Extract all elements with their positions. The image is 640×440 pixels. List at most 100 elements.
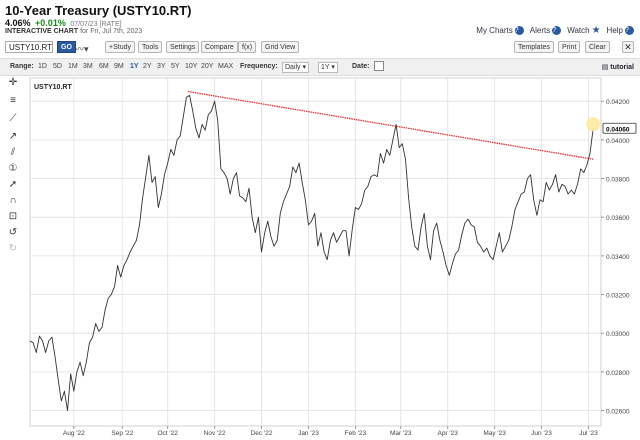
page-title: 10-Year Treasury (USTY10.RT) bbox=[5, 3, 192, 18]
x-tick-label: May '23 bbox=[483, 430, 506, 437]
help-link[interactable]: Help? bbox=[607, 25, 634, 36]
y-tick-label: 0.03000 bbox=[606, 331, 630, 338]
frequency-label: Frequency: bbox=[240, 63, 278, 70]
range-option-10y[interactable]: 10Y bbox=[185, 63, 198, 70]
help-circle-icon: ? bbox=[625, 26, 634, 35]
last-value-label: 0.04060 bbox=[606, 126, 630, 133]
x-tick-label: Aug '22 bbox=[63, 430, 85, 437]
magnet-icon[interactable]: ∩ bbox=[9, 195, 17, 206]
trendline bbox=[187, 90, 594, 160]
compare-button[interactable]: Compare bbox=[201, 41, 238, 53]
tutorial-label: tutorial bbox=[610, 64, 634, 71]
x-tick-label: Oct '22 bbox=[157, 430, 178, 437]
y-tick-label: 0.02800 bbox=[606, 370, 630, 377]
subtitle-date: for Fri, Jul 7th, 2023 bbox=[80, 28, 143, 35]
chart-type-icon[interactable]: 〰▾ bbox=[75, 44, 89, 54]
last-value-box bbox=[602, 122, 637, 134]
chart-toolbar: USTY10.RT GO 〰▾ +Study Tools Settings Co… bbox=[5, 41, 634, 55]
series-label: USTY10.RT bbox=[34, 84, 72, 91]
channel-tool-icon[interactable]: ⫽ bbox=[10, 147, 16, 158]
x-tick-label: Sep '22 bbox=[111, 430, 133, 437]
range-option-max[interactable]: MAX bbox=[218, 63, 234, 70]
delete-icon[interactable]: ⊡ bbox=[8, 211, 18, 222]
add-study-button[interactable]: +Study bbox=[105, 41, 135, 53]
tutorial-link[interactable]: ▤ tutorial bbox=[602, 63, 634, 71]
y-tick-label: 0.04000 bbox=[606, 138, 630, 145]
top-links: My Charts? Alerts? Watch ★ Help? bbox=[476, 25, 634, 36]
last-price: 4.06% bbox=[5, 18, 31, 28]
ray-tool-icon[interactable]: ↗ bbox=[8, 131, 18, 142]
last-value-marker bbox=[586, 117, 601, 132]
tools-button[interactable]: Tools bbox=[138, 41, 163, 53]
range-option-5y[interactable]: 5Y bbox=[171, 63, 180, 70]
watch-link[interactable]: Watch ★ bbox=[567, 25, 600, 36]
period-select[interactable]: 1Y ▾ bbox=[318, 62, 338, 73]
range-option-20y[interactable]: 20Y bbox=[201, 63, 214, 70]
watch-label: Watch bbox=[567, 26, 590, 35]
x-tick-label: Jan '23 bbox=[298, 430, 319, 437]
range-label: Range: bbox=[10, 63, 34, 70]
print-button[interactable]: Print bbox=[558, 41, 581, 53]
range-option-1m[interactable]: 1M bbox=[68, 63, 78, 70]
go-button[interactable]: GO bbox=[57, 41, 76, 53]
frequency-value: Daily bbox=[285, 64, 301, 71]
range-bar: Range: 1D 5D 1M 3M 6M 9M 1Y 2Y 3Y 5Y 10Y 20Y MAX Fre… bbox=[0, 58, 640, 76]
my-charts-link[interactable]: My Charts? bbox=[476, 25, 524, 36]
text-note-icon[interactable]: ① bbox=[8, 163, 18, 174]
x-tick-label: Jun '23 bbox=[531, 430, 552, 437]
symbol-input[interactable]: USTY10.RT bbox=[5, 41, 53, 53]
calendar-icon[interactable] bbox=[374, 61, 384, 71]
range-option-5d[interactable]: 5D bbox=[53, 63, 62, 70]
frequency-select[interactable]: Daily ▾ bbox=[282, 62, 310, 73]
x-tick-label: Dec '22 bbox=[251, 430, 273, 437]
templates-button[interactable]: Templates bbox=[514, 41, 554, 53]
settings-button[interactable]: Settings bbox=[166, 41, 200, 53]
grid-view-button[interactable]: Grid View bbox=[261, 41, 300, 53]
range-option-2y[interactable]: 2Y bbox=[143, 63, 152, 70]
quote-meta: 07/07/23 [RATE] bbox=[70, 21, 122, 28]
y-tick-label: 0.03200 bbox=[606, 293, 630, 300]
range-option-1d[interactable]: 1D bbox=[38, 63, 47, 70]
plot-area bbox=[29, 77, 602, 427]
y-tick-label: 0.02600 bbox=[606, 409, 630, 416]
y-tick-label: 0.03400 bbox=[606, 254, 630, 261]
close-icon[interactable]: ✕ bbox=[622, 41, 634, 53]
trendline-tool-icon[interactable]: ⟋ bbox=[9, 113, 17, 124]
alerts-label: Alerts bbox=[529, 26, 551, 35]
subtitle-strong: INTERACTIVE CHART bbox=[5, 28, 79, 35]
x-tick-label: Nov '22 bbox=[204, 430, 226, 437]
x-tick-label: Mar '23 bbox=[390, 430, 412, 437]
help-label: Help bbox=[606, 26, 623, 35]
fibonacci-icon[interactable]: ≡ bbox=[10, 95, 16, 106]
range-option-3y[interactable]: 3Y bbox=[157, 63, 166, 70]
alerts-link[interactable]: Alerts? bbox=[529, 25, 562, 36]
my-charts-label: My Charts bbox=[476, 26, 513, 35]
arrow-tool-icon[interactable]: ➚ bbox=[8, 179, 18, 190]
range-option-3m[interactable]: 3M bbox=[83, 63, 93, 70]
range-option-1y[interactable]: 1Y bbox=[130, 63, 139, 70]
clear-button[interactable]: Clear bbox=[585, 41, 610, 53]
y-tick-label: 0.03600 bbox=[606, 215, 630, 222]
range-option-6m[interactable]: 6M bbox=[99, 63, 109, 70]
help-circle-icon: ? bbox=[552, 26, 562, 35]
range-option-9m[interactable]: 9M bbox=[114, 63, 124, 70]
x-tick-label: Apr '23 bbox=[437, 430, 458, 437]
drawing-tools: ✛ ≡ ⟋ ↗ ⫽ ① ➚ ∩ ⊡ ↺ ↻ bbox=[0, 76, 26, 426]
price-change: +0.01% bbox=[35, 18, 66, 28]
crosshair-icon[interactable]: ✛ bbox=[8, 77, 18, 88]
date-label: Date: bbox=[352, 63, 370, 70]
y-tick-label: 0.03800 bbox=[606, 177, 630, 184]
redo-icon[interactable]: ↻ bbox=[8, 243, 18, 254]
tutorial-icon: ▤ bbox=[601, 64, 609, 71]
function-button[interactable]: f(x) bbox=[238, 41, 257, 53]
x-tick-label: Jul '23 bbox=[579, 430, 598, 437]
x-tick-label: Feb '23 bbox=[345, 430, 367, 437]
series-line bbox=[29, 94, 594, 411]
help-circle-icon: ? bbox=[514, 26, 524, 35]
quote-line: 4.06% +0.01% 07/07/23 [RATE] bbox=[5, 18, 122, 28]
period-value: 1Y bbox=[321, 64, 330, 71]
star-icon: ★ bbox=[591, 25, 601, 36]
y-tick-label: 0.04200 bbox=[606, 99, 630, 106]
undo-icon[interactable]: ↺ bbox=[8, 227, 18, 238]
